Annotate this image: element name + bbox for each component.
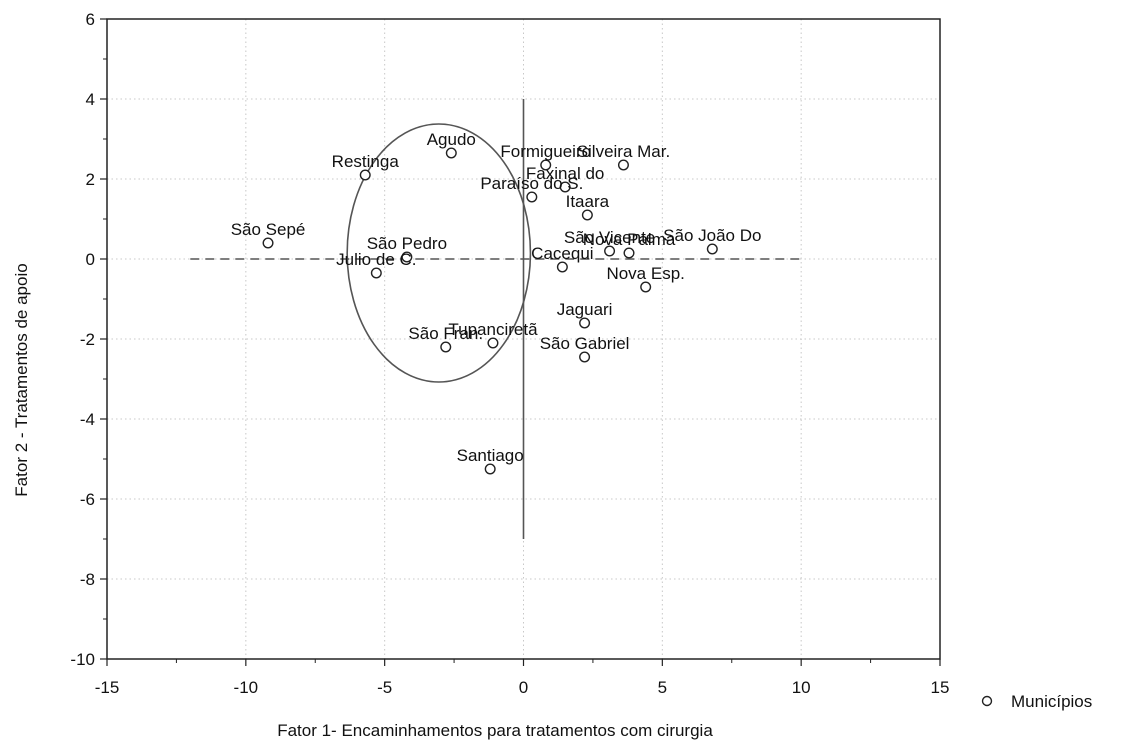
y-tick-label: -6 [80,490,95,509]
point-label: Itaara [566,192,610,211]
y-axis-label: Fator 2 - Tratamentos de apoio [12,263,31,496]
point-label: Jaguari [557,300,613,319]
point-label: Agudo [427,130,476,149]
x-tick-label: 5 [658,678,667,697]
y-tick-label: 0 [86,250,95,269]
x-tick-label: 0 [519,678,528,697]
point-label: Tupanciretã [448,320,538,339]
point-label: Silveira Mar. [577,142,671,161]
point-label: Nova Esp. [606,264,684,283]
y-tick-label: 4 [86,90,95,109]
data-point [559,181,571,193]
data-point [556,261,568,273]
cluster-ellipse [346,123,532,383]
x-tick-label: -10 [234,678,259,697]
point-label: Cacequi [531,244,593,263]
point-label: Paraíso do S. [480,174,583,193]
point-label: São Sepé [231,220,306,239]
data-point [579,351,591,363]
data-point [445,147,457,159]
x-tick-label: -15 [95,678,120,697]
point-label: Restinga [332,152,400,171]
legend: Municípios [981,692,1092,711]
x-tick-label: 10 [792,678,811,697]
data-point [526,191,538,203]
y-tick-label: 2 [86,170,95,189]
point-label: São João Do [663,226,761,245]
data-point [359,169,371,181]
point-label: São Fran. [408,324,483,343]
data-point [579,317,591,329]
data-point [617,159,629,171]
data-point [262,237,274,249]
x-tick-label: 15 [931,678,950,697]
data-point [540,159,552,171]
point-label: Julio de C. [336,250,416,269]
data-point [581,209,593,221]
y-tick-label: -8 [80,570,95,589]
legend-marker [981,695,993,707]
point-label: Santiago [457,446,524,465]
data-points [262,147,718,475]
y-tick-label: -4 [80,410,95,429]
data-point [623,247,635,259]
point-label: São Pedro [367,234,447,253]
reference-lines [190,99,802,539]
x-tick-label: -5 [377,678,392,697]
data-point [604,245,616,257]
data-point [706,243,718,255]
data-point [487,337,499,349]
data-point [440,341,452,353]
data-point [370,267,382,279]
point-label: São Vicente [564,228,655,247]
point-label: Faxinal do [526,164,604,183]
x-axis-label: Fator 1- Encaminhamentos para tratamento… [277,721,713,740]
y-tick-label: 6 [86,10,95,29]
point-label: Nova Palma [583,230,676,249]
point-label: Formigueiro [500,142,591,161]
data-point [401,251,413,263]
y-tick-label: -10 [70,650,95,669]
y-tick-label: -2 [80,330,95,349]
point-label: São Gabriel [540,334,630,353]
data-point [484,463,496,475]
legend-entry: Municípios [1011,692,1092,711]
data-point [640,281,652,293]
